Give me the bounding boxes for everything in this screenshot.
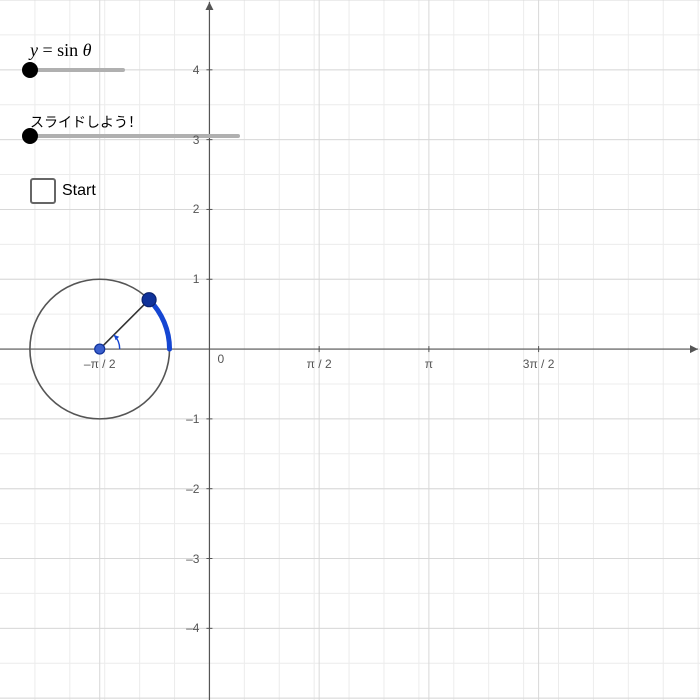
slider-beta-track[interactable]: [30, 134, 240, 138]
slider-beta-thumb[interactable]: [22, 128, 38, 144]
y-tick-label: –4: [186, 621, 199, 635]
plot-svg: [0, 0, 700, 700]
formula-y: y: [30, 40, 38, 60]
y-tick-label: 0: [217, 352, 224, 366]
y-tick-label: –2: [186, 482, 199, 496]
slider-beta-label: スライドしよう！: [30, 112, 142, 132]
y-tick-label: –1: [186, 412, 199, 426]
formula-label: y = sin θ: [30, 40, 92, 61]
y-tick-label: 2: [193, 202, 200, 216]
y-tick-label: 3: [193, 133, 200, 147]
plot-canvas[interactable]: [0, 0, 700, 700]
x-tick-label: 3π / 2: [523, 357, 555, 371]
slider-alpha-thumb[interactable]: [22, 62, 38, 78]
y-tick-label: 4: [193, 63, 200, 77]
formula-theta: θ: [78, 40, 91, 60]
slider-alpha-track[interactable]: [30, 68, 125, 72]
y-tick-label: 1: [193, 272, 200, 286]
x-tick-label: π / 2: [307, 357, 332, 371]
x-tick-label: π: [425, 357, 433, 371]
y-tick-label: –3: [186, 552, 199, 566]
start-checkbox[interactable]: [30, 178, 56, 204]
x-tick-label: –π / 2: [84, 357, 116, 371]
formula-eq: = sin: [38, 40, 78, 60]
start-checkbox-label: Start: [62, 182, 96, 200]
